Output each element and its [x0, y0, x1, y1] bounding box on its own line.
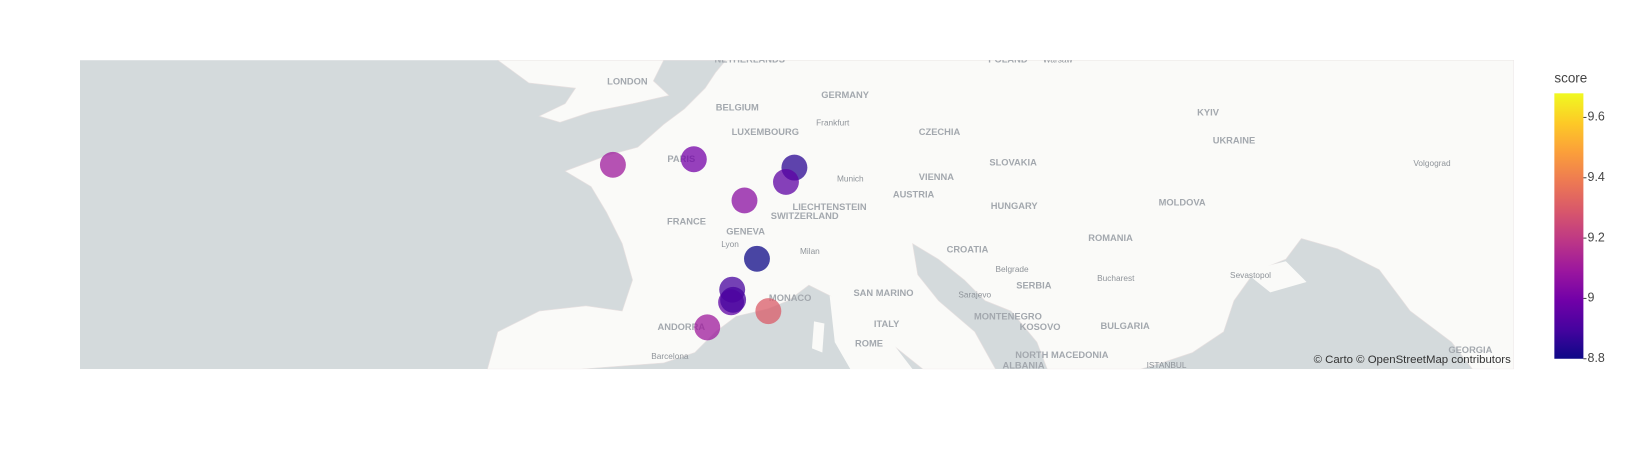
place-label: LUXEMBOURG	[732, 127, 799, 137]
attribution: © Carto © OpenStreetMap contributors	[1314, 354, 1512, 366]
location-marker	[773, 168, 799, 195]
place-label: GERMANY	[821, 90, 869, 100]
place-label: KYIV	[1197, 107, 1220, 117]
land-britain	[497, 60, 670, 123]
place-label: Belgrade	[996, 264, 1030, 274]
place-label: FRANCE	[667, 216, 706, 226]
place-label: UKRAINE	[1213, 135, 1256, 145]
place-label: ITALY	[874, 319, 900, 329]
place-label: ANDORRA	[657, 322, 705, 332]
place-label: Warsaw	[1043, 54, 1073, 64]
place-label: ALBANIA	[1002, 360, 1044, 370]
location-marker	[744, 245, 770, 272]
place-label: HUNGARY	[991, 201, 1039, 211]
location-marker	[599, 151, 626, 178]
place-label: LONDON	[607, 76, 648, 86]
place-label: Lyon	[721, 239, 739, 249]
colorbar-title: score	[1554, 70, 1587, 85]
place-label: Milan	[800, 246, 820, 256]
place-label: POLAND	[988, 55, 1028, 65]
location-marker	[731, 187, 758, 214]
place-label: BELGIUM	[716, 102, 759, 112]
place-label: Frankfurt	[816, 118, 850, 128]
place-label: VIENNA	[919, 172, 955, 182]
place-label: CZECHIA	[919, 127, 961, 137]
place-label: Sevastopol	[1230, 270, 1271, 280]
place-label: SWITZERLAND	[771, 211, 839, 221]
location-marker	[694, 314, 721, 341]
place-label: LIECHTENSTEIN	[793, 202, 867, 212]
place-label: ROMANIA	[1088, 233, 1133, 243]
location-marker	[720, 286, 747, 313]
place-label: ISTANBUL	[1147, 360, 1187, 370]
place-label: GEORGIA	[1448, 345, 1492, 355]
place-label: MONTENEGRO	[974, 312, 1042, 322]
place-label: KOSOVO	[1020, 322, 1061, 332]
colorbar-tick-label: 9.6	[1588, 110, 1605, 124]
place-label: MOLDOVA	[1159, 198, 1206, 208]
location-marker	[680, 146, 707, 173]
colorbar-tick-label: 9	[1588, 291, 1595, 305]
place-label: Munich	[837, 174, 864, 184]
land-corsica	[811, 321, 825, 353]
location-marker	[755, 298, 782, 325]
place-label: NORTH MACEDONIA	[1015, 350, 1109, 360]
place-label: Barcelona	[651, 351, 689, 361]
colorbar-tick-label: 9.4	[1588, 170, 1605, 184]
colorbar	[1554, 93, 1584, 359]
place-label: ROME	[855, 339, 883, 349]
place-label: MONACO	[769, 293, 812, 303]
place-label: SLOVAKIA	[989, 157, 1037, 167]
place-label: Volgograd	[1413, 158, 1451, 168]
map[interactable]: LONDON NETHERLANDS BELGIUM GERMANY Frankfurt…	[79, 54, 1514, 370]
land-crimea	[1244, 261, 1307, 293]
land-italy	[829, 295, 913, 370]
place-label: BULGARIA	[1100, 321, 1149, 331]
place-label: AUSTRIA	[893, 189, 935, 199]
colorbar-tick-label: 8.8	[1588, 351, 1605, 365]
place-label: SAN MARINO	[853, 288, 913, 298]
place-label: CROATIA	[947, 244, 989, 254]
place-label: Bucharest	[1097, 273, 1135, 283]
place-label: Sarajevo	[958, 290, 991, 300]
place-label: GENEVA	[726, 227, 765, 237]
place-label: NETHERLANDS	[715, 55, 785, 65]
place-label: SERBIA	[1016, 281, 1052, 291]
colorbar-tick-label: 9.2	[1588, 230, 1605, 244]
